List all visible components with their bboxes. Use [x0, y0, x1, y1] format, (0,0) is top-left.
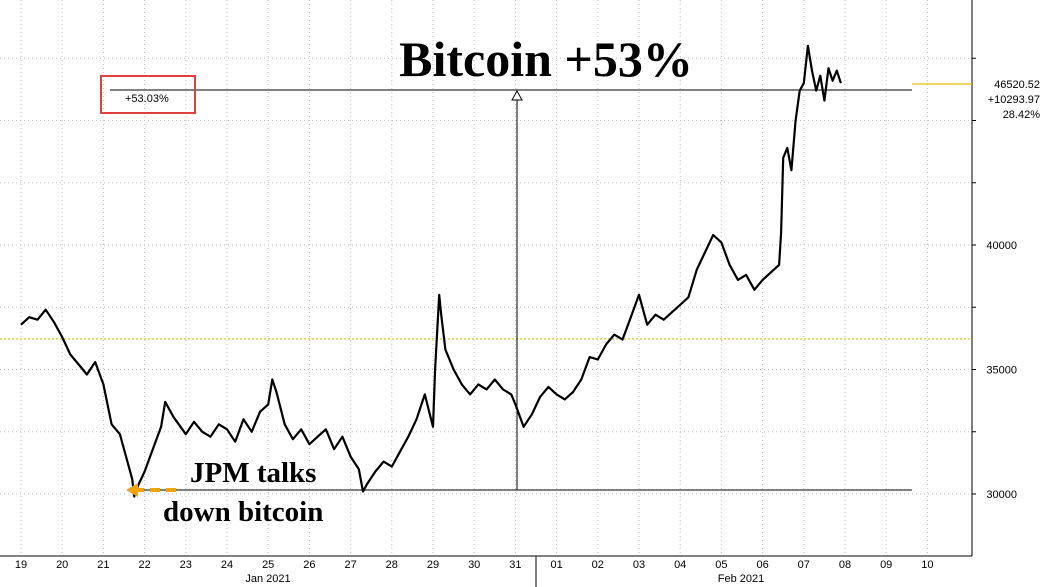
x-tick-label: 03 [633, 559, 645, 571]
bitcoin-price-line [20, 44, 842, 498]
y-tick-label: 30000 [986, 489, 1017, 501]
x-tick-label: 02 [592, 559, 604, 571]
y-tick-label: 40000 [986, 240, 1017, 252]
x-tick-label: 25 [262, 559, 274, 571]
change-label: +10293.97 [988, 94, 1040, 106]
x-tick-label: 31 [509, 559, 521, 571]
x-tick-label: 10 [921, 559, 933, 571]
x-tick-label: 24 [221, 559, 233, 571]
x-tick-label: 29 [427, 559, 439, 571]
annotation-line-2: down bitcoin [163, 496, 323, 528]
x-tick-label: 05 [715, 559, 727, 571]
x-tick-label: 28 [386, 559, 398, 571]
last-value-box [976, 76, 1041, 124]
x-tick-label: 19 [15, 559, 27, 571]
x-tick-label: 20 [56, 559, 68, 571]
x-axis-ticks: 19 20 21 22 23 24 25 26 27 28 29 30 31 01 02 03 04 05 06 07… [15, 559, 934, 571]
y-tick-label: 35000 [986, 365, 1017, 377]
x-tick-label: 06 [756, 559, 768, 571]
x-tick-label: 01 [550, 559, 562, 571]
chart-grid [0, 0, 972, 556]
x-tick-label: 04 [674, 559, 686, 571]
x-tick-label: 22 [138, 559, 150, 571]
annotation-line-1: JPM talks [190, 457, 316, 489]
y-axis-ticks: 30000 35000 40000 [972, 57, 1017, 501]
change-pct-label: 28.42% [1003, 109, 1041, 121]
x-tick-label: 27 [344, 559, 356, 571]
measure-label: +53.03% [125, 93, 169, 105]
jpm-annotation: JPM talks down bitcoin [126, 457, 323, 528]
x-tick-label: 23 [180, 559, 192, 571]
x-tick-label: 09 [880, 559, 892, 571]
last-value-label: 46520.52 [994, 79, 1040, 91]
x-tick-label: 08 [839, 559, 851, 571]
measure-tool [110, 89, 912, 491]
x-tick-label: 26 [303, 559, 315, 571]
month-label-jan: Jan 2021 [245, 573, 290, 585]
measure-label-box [100, 75, 196, 114]
x-tick-label: 07 [798, 559, 810, 571]
chart-title: Bitcoin +53% [399, 31, 693, 87]
x-tick-label: 21 [97, 559, 109, 571]
annotation-arrowhead-icon [126, 483, 138, 497]
x-tick-label: 30 [468, 559, 480, 571]
month-label-feb: Feb 2021 [718, 573, 764, 585]
measure-arrow-head [511, 89, 523, 101]
